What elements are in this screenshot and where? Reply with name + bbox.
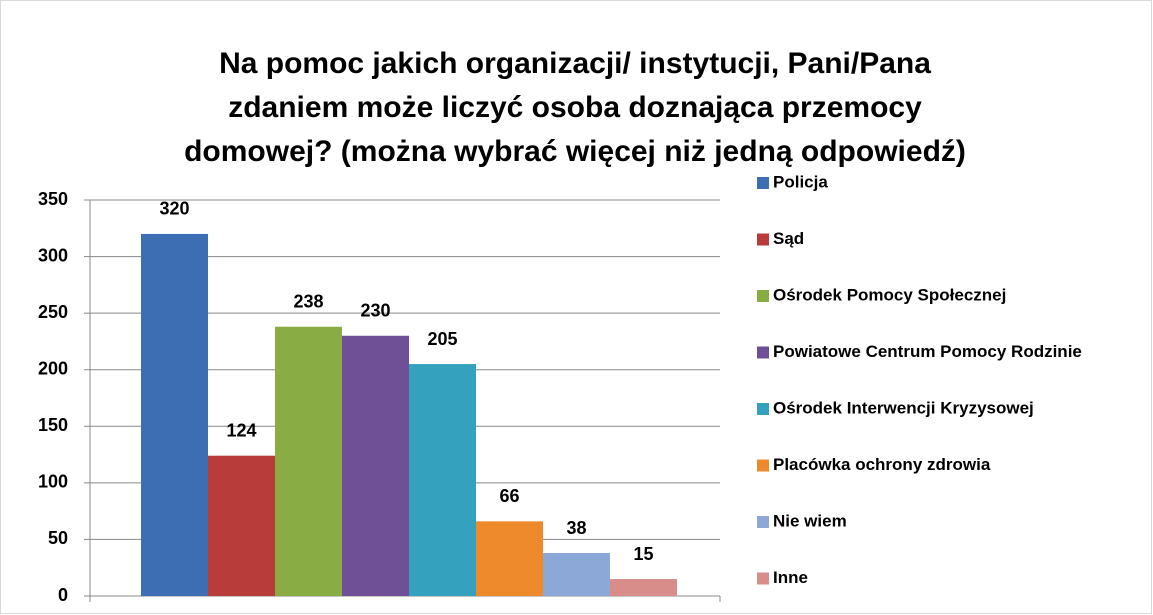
chart-title: zdaniem może liczyć osoba doznająca prze… (228, 91, 922, 124)
legend-swatch (757, 572, 769, 585)
legend-swatch (757, 459, 769, 472)
bar (342, 335, 409, 596)
bar (275, 326, 342, 596)
legend-label: Placówka ochrony zdrowia (773, 455, 991, 474)
legend-label: Powiatowe Centrum Pomocy Rodzinie (773, 342, 1082, 361)
bar (543, 553, 610, 596)
data-label: 238 (293, 291, 323, 311)
y-tick-label: 200 (38, 358, 68, 378)
legend-swatch (757, 516, 769, 528)
legend-swatch (757, 233, 769, 246)
legend-label: Ośrodek Pomocy Społecznej (773, 285, 1006, 304)
bar (409, 364, 476, 596)
legend-label: Policja (773, 172, 828, 191)
data-label: 230 (360, 301, 390, 321)
y-tick-label: 50 (48, 528, 68, 548)
chart-title: Na pomoc jakich organizacji/ instytucji,… (219, 47, 931, 80)
y-tick-label: 350 (38, 189, 68, 209)
legend-label: Ośrodek Interwencji Kryzysowej (773, 398, 1034, 417)
bar (141, 233, 208, 596)
data-label: 66 (499, 486, 519, 506)
legend-swatch (757, 346, 769, 359)
legend-swatch (757, 177, 769, 189)
legend-label: Inne (773, 568, 808, 587)
legend-label: Sąd (773, 229, 804, 248)
chart-title: domowej? (można wybrać więcej niż jedną … (184, 135, 966, 168)
legend-swatch (757, 403, 769, 415)
data-label: 38 (566, 518, 586, 538)
data-label: 320 (159, 199, 189, 219)
y-tick-label: 300 (38, 245, 68, 265)
data-label: 205 (427, 329, 457, 349)
bar (476, 521, 543, 596)
y-tick-label: 0 (58, 585, 68, 605)
bar (610, 579, 677, 596)
bar (208, 455, 275, 596)
y-tick-label: 100 (38, 472, 68, 492)
y-tick-label: 250 (38, 302, 68, 322)
data-label: 15 (633, 544, 653, 564)
data-label: 124 (226, 420, 256, 440)
y-tick-label: 150 (38, 415, 68, 435)
legend-label: Nie wiem (773, 511, 847, 530)
legend-swatch (757, 290, 769, 302)
